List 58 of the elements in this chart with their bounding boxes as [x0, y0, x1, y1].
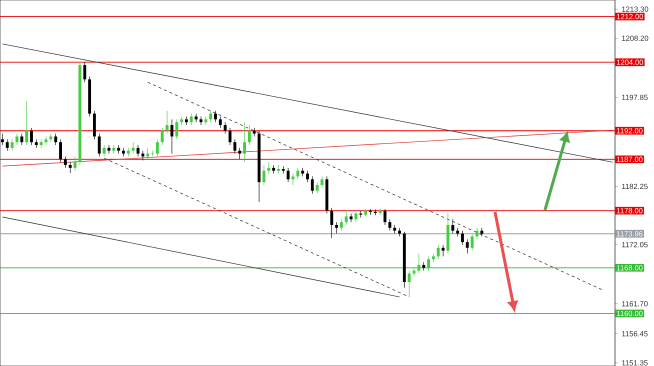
candlestick: [20, 133, 24, 146]
candlestick: [412, 267, 416, 277]
candlestick: [209, 110, 212, 122]
candlestick: [166, 110, 169, 134]
candlestick: [442, 244, 445, 257]
candlestick: [238, 148, 242, 160]
candlestick: [233, 139, 236, 154]
candlestick: [59, 139, 62, 162]
candlestick: [335, 222, 338, 234]
candlestick: [320, 176, 324, 188]
candlestick: [306, 170, 309, 182]
candlestick: [92, 110, 96, 140]
candlestick: [461, 230, 464, 246]
candlestick: [184, 116, 188, 126]
candlestick: [102, 144, 106, 157]
candlestick: [398, 228, 401, 237]
candlestick: [10, 139, 14, 152]
candlestick: [170, 119, 174, 154]
candlestick: [476, 228, 478, 240]
candlestick: [369, 208, 372, 215]
candlestick: [224, 122, 227, 134]
candlestick: [262, 164, 266, 186]
candlestick: [292, 173, 294, 186]
candlestick: [214, 110, 217, 122]
candlestick: [340, 218, 343, 231]
candlestick: [228, 128, 232, 146]
candlestick: [310, 176, 314, 194]
candlestick: [44, 136, 48, 146]
candlestick: [16, 133, 18, 146]
candlestick: [156, 139, 159, 157]
candlestick: [388, 218, 392, 231]
candlestick: [30, 128, 33, 146]
candlestick: [354, 210, 358, 222]
candlestick: [384, 208, 386, 226]
candlestick: [6, 139, 9, 152]
candlestick: [146, 148, 150, 160]
candlestick: [68, 162, 72, 174]
candlestick: [427, 256, 430, 271]
candlestick: [316, 182, 319, 194]
candlestick: [108, 144, 110, 154]
candlestick: [136, 144, 140, 157]
candlestick: [296, 168, 300, 180]
candlestick: [243, 122, 246, 162]
candlestick: [132, 142, 135, 154]
candlestick: [74, 156, 77, 172]
candlestick: [64, 156, 67, 168]
candlestick: [141, 150, 144, 161]
candlestick: [286, 168, 290, 182]
candlestick: [25, 100, 28, 146]
candlestick: [248, 124, 251, 146]
candlestick: [122, 148, 125, 157]
candlestick: [417, 253, 420, 274]
candlestick: [218, 116, 222, 128]
candlestick: [200, 116, 202, 126]
candlestick: [470, 233, 474, 251]
candlestick: [54, 133, 58, 146]
candlestick: [277, 164, 280, 174]
candlestick: [466, 238, 469, 254]
